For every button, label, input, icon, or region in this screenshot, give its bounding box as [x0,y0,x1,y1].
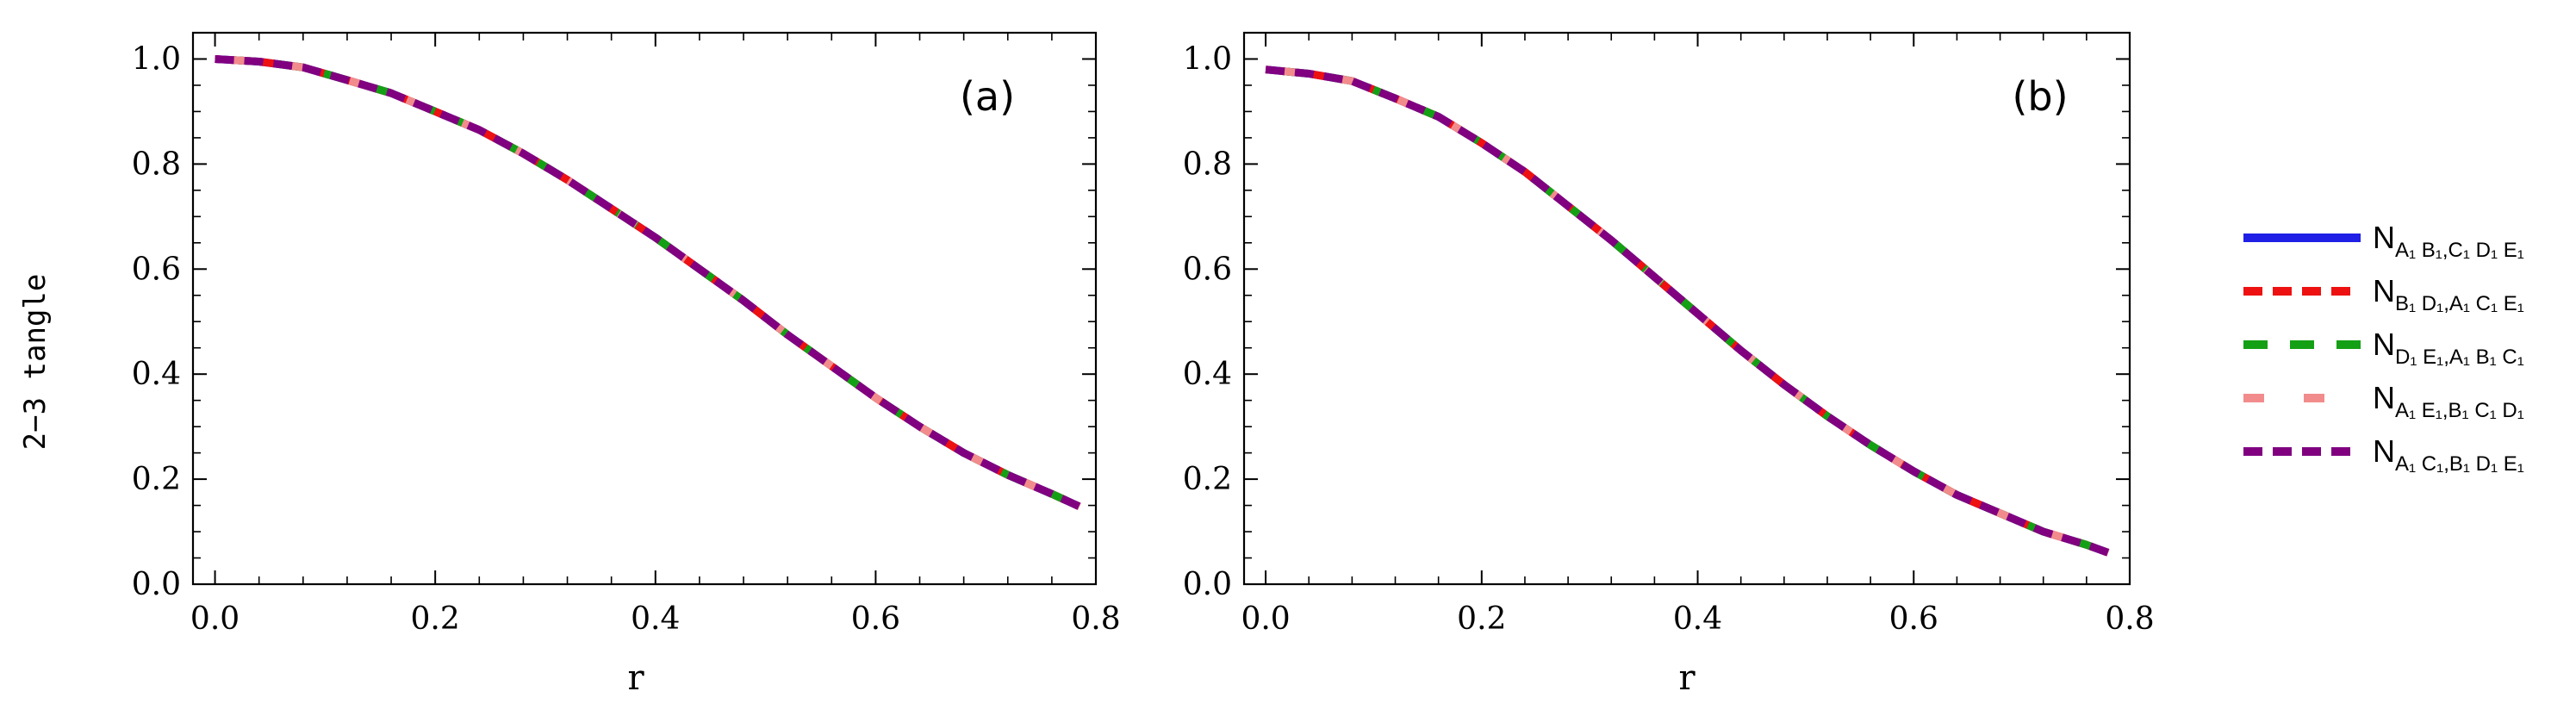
y-tick-label: 1.0 [1183,41,1232,77]
panel-a: 0.0 0.2 0.4 0.6 0.8 0.0 0.2 0.4 0.6 0.8 1.0 (a) r [132,31,1121,698]
y-tick-label: 1.0 [132,41,181,77]
y-tick-label: 0.0 [1183,567,1232,602]
series-line-2 [215,55,1081,510]
x-tick-label: 0.6 [851,601,900,637]
panel-a-ticks: 0.0 0.2 0.4 0.6 0.8 0.0 0.2 0.4 0.6 0.8 1.0 [132,32,1121,637]
x-tick-label: 0.8 [1071,601,1120,637]
x-tick-label: 0.6 [1889,601,1938,637]
series-line-5 [1265,65,2110,557]
y-tick-label: 0.4 [1183,357,1232,392]
legend-label-1: NA₁ B₁,C₁ D₁ E₁ [2373,220,2524,262]
x-tick-label: 0.0 [190,601,240,637]
panel-a-series [215,55,1081,510]
series-line-1 [1265,65,2110,557]
series-line-3 [1265,65,2110,557]
y-axis-title: 2−3 tangle [18,274,53,451]
panel-a-x-title: r [627,658,644,698]
panel-b-frame [1242,31,2131,586]
x-tick-label: 0.0 [1241,601,1290,637]
x-tick-label: 0.4 [1673,601,1722,637]
legend: NA₁ B₁,C₁ D₁ E₁ NB₁ D₁,A₁ C₁ E₁ ND₁ E₁,A₁ … [2243,220,2524,476]
series-line-4 [1265,65,2110,557]
legend-label-4: NA₁ E₁,B₁ C₁ D₁ [2373,380,2524,422]
panel-b-ticks: 0.0 0.2 0.4 0.6 0.8 0.0 0.2 0.4 0.6 0.8 1.0 [1183,32,2155,637]
y-tick-label: 0.0 [132,567,181,602]
series-line-2 [1265,65,2110,557]
panel-a-frame [191,31,1098,586]
series-line-5 [215,55,1081,510]
y-tick-label: 0.6 [1183,252,1232,287]
x-tick-label: 0.4 [631,601,680,637]
panel-b-tag: (b) [2012,73,2068,120]
y-tick-label: 0.4 [132,357,181,392]
x-tick-label: 0.8 [2105,601,2154,637]
series-line-4 [215,55,1081,510]
x-tick-label: 0.2 [411,601,460,637]
x-tick-label: 0.2 [1457,601,1506,637]
panel-a-tag: (a) [960,73,1015,120]
panel-b-series [1265,65,2110,557]
legend-label-2: NB₁ D₁,A₁ C₁ E₁ [2373,273,2524,315]
legend-label-3: ND₁ E₁,A₁ B₁ C₁ [2373,327,2524,369]
panel-b: 0.0 0.2 0.4 0.6 0.8 0.0 0.2 0.4 0.6 0.8 1.0 (b) r [1183,31,2155,698]
y-tick-label: 0.2 [132,462,181,497]
y-tick-label: 0.8 [132,146,181,182]
series-line-3 [215,55,1081,510]
series-line-1 [215,55,1081,510]
y-tick-label: 0.2 [1183,462,1232,497]
y-tick-label: 0.8 [1183,146,1232,182]
y-tick-label: 0.6 [132,252,181,287]
panel-b-x-title: r [1678,658,1696,698]
legend-label-5: NA₁ C₁,B₁ D₁ E₁ [2373,433,2524,476]
